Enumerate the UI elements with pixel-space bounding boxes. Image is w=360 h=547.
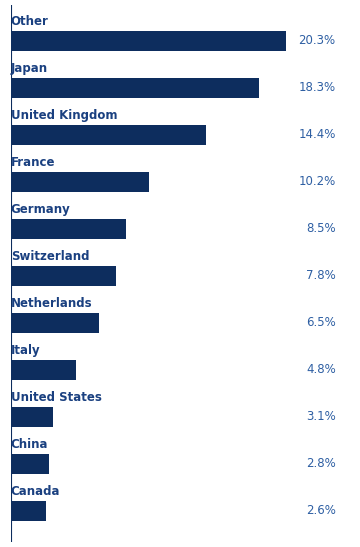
Text: 2.6%: 2.6%	[306, 504, 336, 517]
Text: China: China	[11, 438, 48, 451]
Text: France: France	[11, 156, 55, 169]
Text: 18.3%: 18.3%	[298, 82, 336, 94]
Bar	[11, 313, 99, 333]
Text: Canada: Canada	[11, 485, 60, 498]
Text: 10.2%: 10.2%	[298, 175, 336, 188]
Text: Switzerland: Switzerland	[11, 250, 89, 263]
Text: Other: Other	[11, 15, 49, 28]
Text: 4.8%: 4.8%	[306, 363, 336, 376]
Text: 8.5%: 8.5%	[306, 222, 336, 235]
Bar	[11, 360, 76, 380]
Text: 6.5%: 6.5%	[306, 316, 336, 329]
Text: 20.3%: 20.3%	[298, 34, 336, 47]
Text: Japan: Japan	[11, 62, 48, 75]
Text: United Kingdom: United Kingdom	[11, 109, 117, 122]
Text: Germany: Germany	[11, 203, 71, 216]
Bar	[11, 172, 149, 191]
Text: 3.1%: 3.1%	[306, 410, 336, 423]
Text: United States: United States	[11, 391, 102, 404]
Text: Netherlands: Netherlands	[11, 297, 93, 310]
Text: 14.4%: 14.4%	[298, 129, 336, 141]
Text: 2.8%: 2.8%	[306, 457, 336, 470]
Bar	[11, 31, 285, 51]
Text: 7.8%: 7.8%	[306, 269, 336, 282]
Bar	[11, 501, 46, 521]
Bar	[11, 266, 116, 286]
Bar	[11, 407, 53, 427]
Bar	[11, 219, 126, 238]
Bar	[11, 125, 206, 144]
Bar	[11, 454, 49, 474]
Bar	[11, 78, 258, 97]
Text: Italy: Italy	[11, 344, 40, 357]
